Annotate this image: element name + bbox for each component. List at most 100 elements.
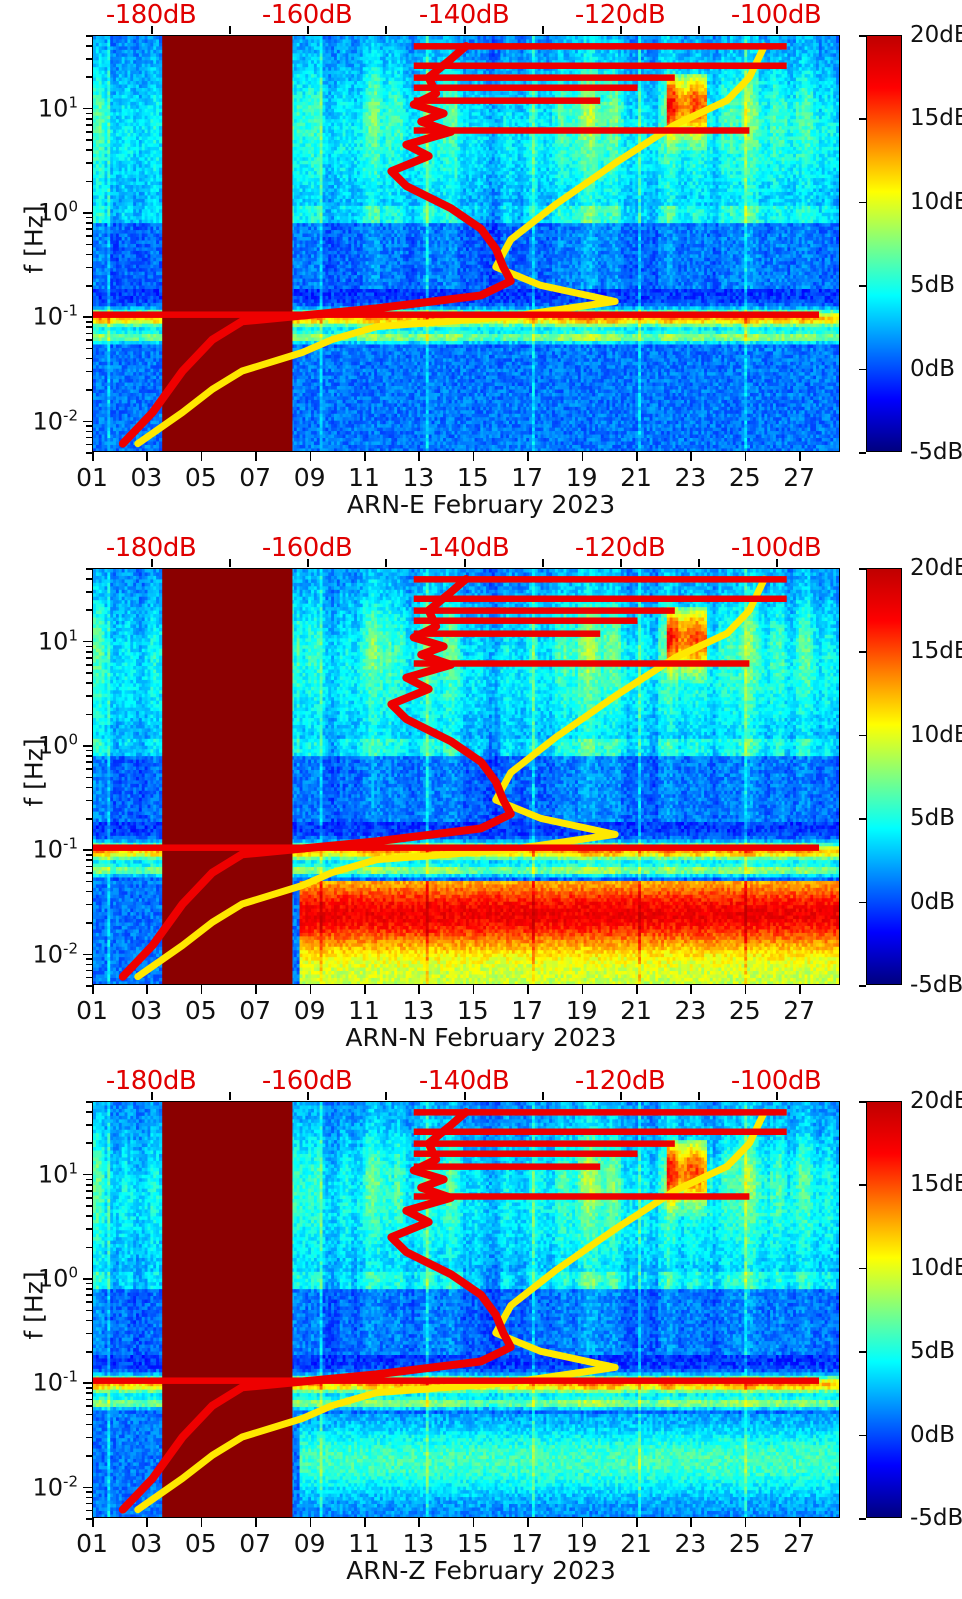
y-axis-minor-tick <box>86 1424 92 1426</box>
colorbar-tick <box>859 818 866 820</box>
x-axis-tick-label: 01 <box>76 996 108 1025</box>
y-axis-minor-tick <box>86 131 92 133</box>
top-axis-tick <box>776 26 778 34</box>
y-axis-minor-tick <box>86 235 92 237</box>
colorbar-gradient <box>867 569 901 984</box>
y-axis-minor-tick <box>86 866 92 868</box>
y-axis-minor-tick <box>86 444 92 446</box>
colorbar-tick <box>859 985 866 987</box>
x-axis-tick <box>201 1518 203 1527</box>
y-axis-minor-tick <box>86 326 92 328</box>
x-axis-tick <box>364 1518 366 1527</box>
y-axis-minor-tick <box>86 609 92 611</box>
x-axis-tick-label: 03 <box>130 996 162 1025</box>
colorbar[interactable] <box>866 568 902 985</box>
top-axis-tick <box>620 26 622 34</box>
x-axis-tick-label: 17 <box>511 463 543 492</box>
x-axis-tick <box>310 985 312 994</box>
y-axis-minor-tick <box>86 358 92 360</box>
top-axis-tick <box>698 1092 700 1100</box>
colorbar-gradient <box>867 36 901 451</box>
colorbar-tick-label: -5dB <box>910 1505 962 1531</box>
top-axis-tick <box>385 26 387 34</box>
x-axis-title: ARN-N February 2023 <box>0 1023 962 1052</box>
x-axis-tick-label: 15 <box>457 463 489 492</box>
spectrogram-plot-arn-z[interactable] <box>92 1101 840 1518</box>
x-axis-tick-label: 21 <box>620 463 652 492</box>
x-axis-tick-label: 27 <box>783 463 815 492</box>
y-axis-minor-tick <box>86 1310 92 1312</box>
colorbar-tick <box>859 369 866 371</box>
y-axis-minor-tick <box>86 1111 92 1113</box>
colorbar-tick-label: 0dB <box>910 356 955 382</box>
y-axis-minor-tick <box>86 267 92 269</box>
x-axis-tick-label: 13 <box>402 1529 434 1558</box>
top-axis-tick <box>307 1092 309 1100</box>
x-axis-tick <box>527 452 529 461</box>
colorbar[interactable] <box>866 1101 902 1518</box>
y-axis-minor-tick <box>86 1288 92 1290</box>
top-axis-tick <box>542 1092 544 1100</box>
x-axis-tick <box>92 452 94 461</box>
colorbar-tick-label: 0dB <box>910 1422 955 1448</box>
y-axis-minor-tick <box>86 1497 92 1499</box>
y-axis-tick <box>83 421 92 423</box>
x-axis-tick-label: 21 <box>620 1529 652 1558</box>
x-axis-tick <box>418 985 420 994</box>
x-axis-tick <box>473 1518 475 1527</box>
y-axis-tick-label: 10-2 <box>32 1472 78 1501</box>
y-axis-minor-tick <box>86 1142 92 1144</box>
y-axis-tick-label: 10-1 <box>32 302 78 331</box>
y-axis-minor-tick <box>86 124 92 126</box>
colorbar-tick <box>859 452 866 454</box>
x-axis-tick-label: 19 <box>566 463 598 492</box>
y-axis-tick <box>83 849 92 851</box>
y-axis-minor-tick <box>86 1351 92 1353</box>
x-axis-tick-label: 11 <box>348 996 380 1025</box>
x-axis-tick <box>201 985 203 994</box>
y-axis-minor-tick <box>86 389 92 391</box>
colorbar-tick-label: 10dB <box>910 189 962 215</box>
y-axis-minor-tick <box>86 964 92 966</box>
x-axis-tick-label: 19 <box>566 1529 598 1558</box>
colorbar-tick-label: 20dB <box>910 555 962 581</box>
y-axis-minor-tick <box>86 854 92 856</box>
spectrogram-plot-arn-e[interactable] <box>92 35 840 452</box>
spectrogram-image <box>93 36 839 452</box>
top-db-axis: -180dB -160dB -140dB -120dB -100dB <box>0 1066 962 1096</box>
x-axis-title: ARN-Z February 2023 <box>0 1556 962 1585</box>
y-axis-tick <box>83 1382 92 1384</box>
y-axis-tick-label: 100 <box>38 1264 78 1293</box>
y-axis-minor-tick <box>86 425 92 427</box>
x-axis-title: ARN-E February 2023 <box>0 490 962 519</box>
y-axis-minor-tick <box>86 1124 92 1126</box>
y-axis-minor-tick <box>86 1283 92 1285</box>
top-axis-tick <box>385 1092 387 1100</box>
top-axis-tick <box>620 559 622 567</box>
colorbar-tick <box>859 1184 866 1186</box>
x-axis-tick <box>255 452 257 461</box>
colorbar[interactable] <box>866 35 902 452</box>
y-axis-minor-tick <box>86 431 92 433</box>
y-axis-minor-tick <box>86 755 92 757</box>
x-axis-tick <box>690 985 692 994</box>
x-axis-tick-label: 03 <box>130 463 162 492</box>
x-axis-tick <box>799 452 801 461</box>
x-axis-tick <box>582 1518 584 1527</box>
top-axis-tick <box>698 26 700 34</box>
spectrogram-plot-arn-n[interactable] <box>92 568 840 985</box>
colorbar-tick <box>859 902 866 904</box>
colorbar-tick-label: -5dB <box>910 439 962 465</box>
colorbar-tick <box>859 202 866 204</box>
y-axis-minor-tick <box>86 682 92 684</box>
y-axis-tick-label: 10-2 <box>32 406 78 435</box>
x-axis-tick <box>310 452 312 461</box>
panel-arn-z: -180dB -160dB -140dB -120dB -100dB f [Hz… <box>0 1066 962 1599</box>
colorbar-tick <box>859 1435 866 1437</box>
top-db-axis: -180dB -160dB -140dB -120dB -100dB <box>0 533 962 563</box>
x-axis-tick <box>690 452 692 461</box>
x-axis-tick-label: 17 <box>511 996 543 1025</box>
x-axis-tick-label: 13 <box>402 996 434 1025</box>
y-axis-minor-tick <box>86 181 92 183</box>
y-axis-minor-tick <box>86 1510 92 1512</box>
